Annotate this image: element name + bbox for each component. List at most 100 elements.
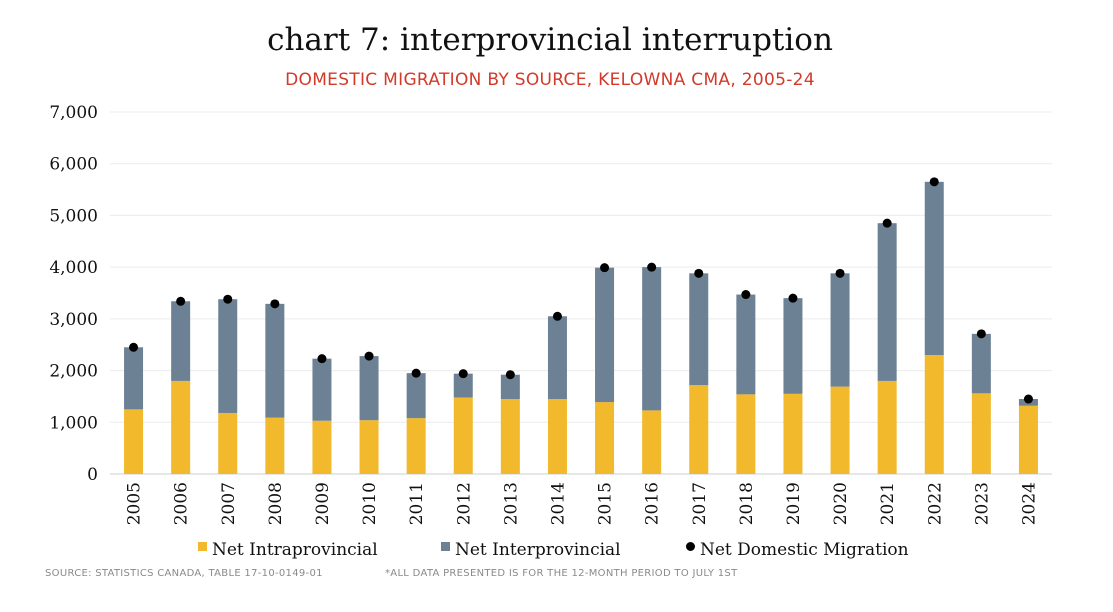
y-tick-label: 0 [87,465,98,485]
marker-net-domestic-2011 [411,368,421,378]
bar-interprovincial-2016 [642,267,662,411]
gridlines [110,111,1052,475]
bar-intraprovincial-2013 [500,399,520,474]
bar-interprovincial-2010 [359,356,379,421]
bar-intraprovincial-2021 [877,380,897,474]
bar-interprovincial-2011 [406,373,426,419]
marker-net-domestic-2006 [176,296,186,306]
bar-intraprovincial-2014 [547,399,567,474]
legend: Net Intraprovincial Net Interprovincial Ne… [198,540,909,560]
bar-intraprovincial-2017 [689,385,709,474]
bars [124,181,1038,474]
marker-net-domestic-2009 [317,354,327,364]
bar-intraprovincial-2015 [595,402,615,474]
marker-net-domestic-2014 [552,311,562,321]
bar-interprovincial-2023 [971,333,991,394]
marker-net-domestic-2023 [976,329,986,339]
bar-interprovincial-2012 [453,373,473,398]
legend-label-net-domestic: Net Domestic Migration [700,540,909,560]
legend-label-interprovincial: Net Interprovincial [455,540,621,560]
chart-subtitle: DOMESTIC MIGRATION BY SOURCE, KELOWNA CM… [285,70,815,90]
x-tick-label: 2009 [313,482,333,525]
x-tick-label: 2017 [690,482,710,525]
x-tick-label: 2008 [266,482,286,525]
bar-intraprovincial-2010 [359,420,379,474]
bar-intraprovincial-2008 [265,417,285,474]
bar-interprovincial-2014 [547,316,567,400]
marker-net-domestic-2005 [129,342,139,352]
markers [129,177,1033,404]
bar-intraprovincial-2012 [453,397,473,474]
bar-intraprovincial-2007 [218,412,238,474]
bar-interprovincial-2021 [877,223,897,381]
bar-intraprovincial-2023 [971,393,991,474]
bar-intraprovincial-2018 [736,394,756,474]
legend-label-intraprovincial: Net Intraprovincial [212,540,378,560]
x-tick-label: 2020 [831,482,851,525]
x-tick-label: 2005 [125,482,145,525]
chart-title: chart 7: interprovincial interruption [267,22,833,58]
source-note: SOURCE: STATISTICS CANADA, TABLE 17-10-0… [45,568,323,579]
bar-intraprovincial-2009 [312,420,332,474]
marker-net-domestic-2024 [1023,394,1033,404]
marker-net-domestic-2013 [505,370,515,380]
marker-net-domestic-2016 [647,262,657,272]
y-tick-label: 4,000 [49,258,98,278]
marker-net-domestic-2021 [882,218,892,228]
marker-net-domestic-2015 [600,263,610,273]
bar-intraprovincial-2019 [783,393,803,474]
y-tick-label: 1,000 [49,413,98,433]
bar-intraprovincial-2020 [830,386,850,474]
marker-net-domestic-2017 [694,268,704,278]
y-tick-label: 5,000 [49,206,98,226]
marker-net-domestic-2007 [223,294,233,304]
bar-interprovincial-2017 [689,273,709,386]
bar-interprovincial-2006 [171,301,191,381]
x-tick-label: 2024 [1019,482,1039,525]
bar-interprovincial-2019 [783,298,803,394]
bar-interprovincial-2005 [124,347,144,410]
y-axis-ticks: 0 1,000 2,000 3,000 4,000 5,000 6,000 7,000 [49,103,98,485]
bar-intraprovincial-2011 [406,418,426,474]
x-tick-label: 2011 [407,482,427,525]
x-tick-label: 2022 [925,482,945,525]
y-tick-label: 6,000 [49,155,98,175]
bar-interprovincial-2015 [595,267,615,403]
x-tick-label: 2023 [972,482,992,525]
x-tick-label: 2018 [737,482,757,525]
bar-interprovincial-2022 [924,181,944,356]
y-tick-label: 3,000 [49,310,98,330]
marker-net-domestic-2019 [788,293,798,303]
period-note: *ALL DATA PRESENTED IS FOR THE 12-MONTH … [385,568,738,579]
x-tick-label: 2006 [172,482,192,525]
x-tick-label: 2010 [360,482,380,525]
bar-intraprovincial-2022 [924,355,944,474]
x-tick-label: 2021 [878,482,898,525]
marker-net-domestic-2010 [364,351,374,361]
y-tick-label: 2,000 [49,362,98,382]
bar-interprovincial-2009 [312,358,332,421]
marker-net-domestic-2018 [741,290,751,300]
x-tick-label: 2012 [454,482,474,525]
bar-interprovincial-2007 [218,299,238,413]
bar-interprovincial-2020 [830,273,850,387]
x-tick-label: 2007 [219,482,239,525]
bar-intraprovincial-2024 [1018,405,1038,474]
legend-swatch-net-domestic [686,542,695,551]
x-tick-label: 2016 [643,482,663,525]
x-tick-label: 2013 [501,482,521,525]
marker-net-domestic-2020 [835,268,845,278]
bar-interprovincial-2008 [265,303,285,418]
bar-interprovincial-2013 [500,374,520,400]
bar-intraprovincial-2006 [171,380,191,474]
x-tick-label: 2019 [784,482,804,525]
x-axis-ticks: 2005 2006 2007 2008 2009 2010 2011 2012 2013 2014… [125,482,1040,525]
marker-net-domestic-2012 [458,369,468,379]
legend-swatch-interprovincial [441,542,450,551]
bar-intraprovincial-2016 [642,410,662,474]
y-tick-label: 7,000 [49,103,98,123]
bar-interprovincial-2018 [736,294,756,395]
marker-net-domestic-2022 [929,177,939,187]
bar-intraprovincial-2005 [124,409,144,474]
